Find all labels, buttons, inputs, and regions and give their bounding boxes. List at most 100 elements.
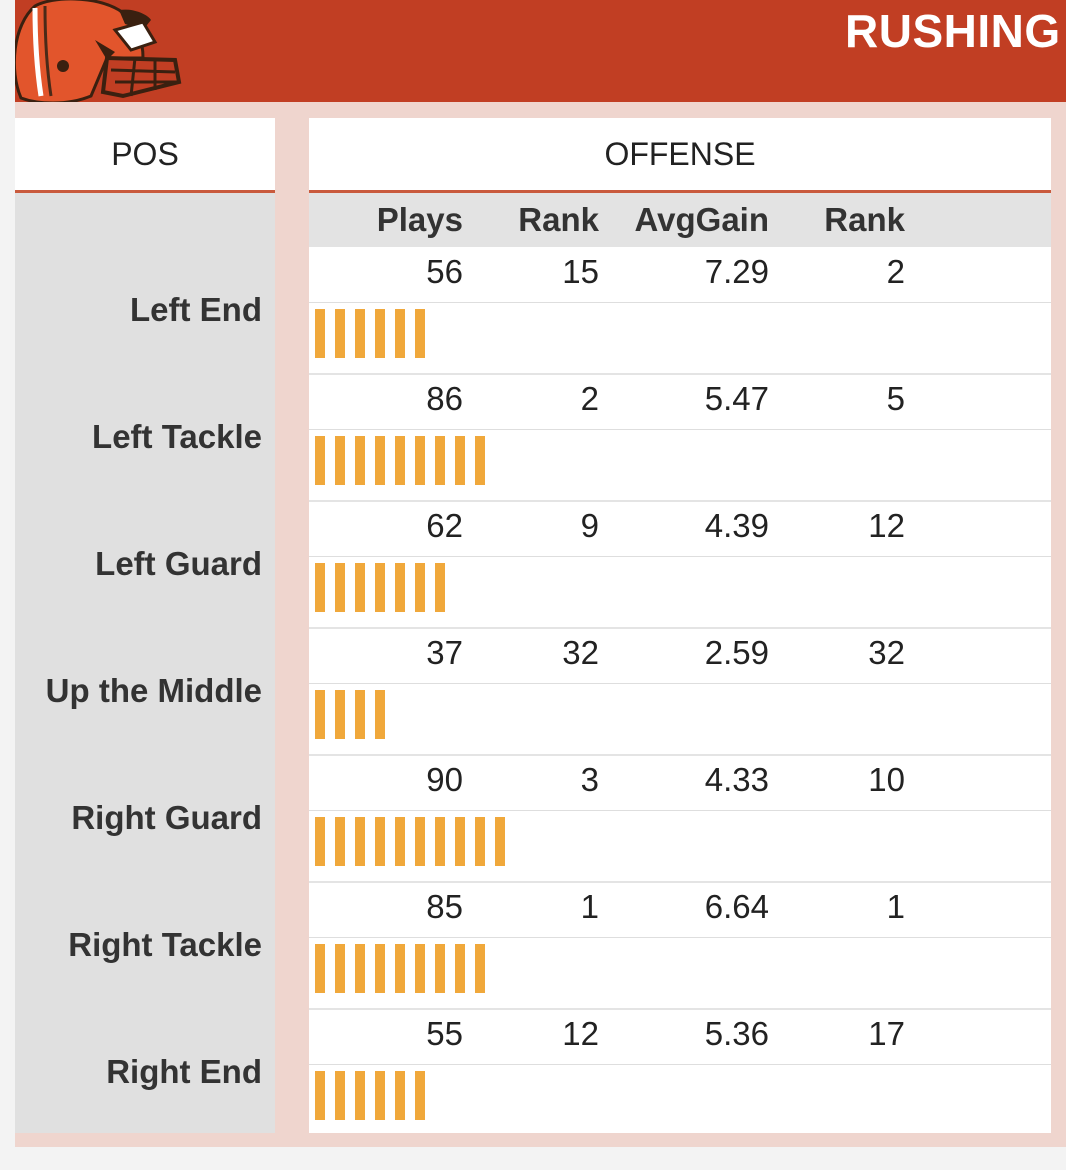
row-separator xyxy=(309,1008,1051,1010)
col-header-plays: Plays xyxy=(376,201,463,238)
plays-bar-segment xyxy=(435,817,445,866)
col-header-avg-rank: Rank xyxy=(824,201,905,238)
plays-bar-segment xyxy=(415,309,425,358)
avg-gain-cell: 7.29 xyxy=(704,253,769,290)
plays-bar-segment xyxy=(335,944,345,993)
plays-rank-cell: 2 xyxy=(580,380,599,417)
header-banner: RUSHING xyxy=(15,0,1066,102)
plays-cell: 62 xyxy=(426,507,463,544)
pos-label: Right Guard xyxy=(71,799,262,836)
plays-bar-segment xyxy=(395,944,405,993)
row-separator xyxy=(309,373,1051,375)
offense-table: Plays Rank AvgGain Rank 56 15 7.29 2 86 2 5.47… xyxy=(309,193,1051,1133)
plays-bar-segment xyxy=(415,563,425,612)
plays-bar-segment xyxy=(315,1071,325,1120)
row-separator xyxy=(309,500,1051,502)
avg-gain-cell: 4.33 xyxy=(704,761,769,798)
table-row: 62 9 4.39 12 xyxy=(309,501,1051,629)
plays-rank-cell: 9 xyxy=(580,507,599,544)
avg-rank-cell: 12 xyxy=(868,507,905,544)
plays-bar-segment xyxy=(375,1071,385,1120)
plays-bar-segment xyxy=(375,436,385,485)
row-divider xyxy=(309,810,1051,811)
plays-bar-segment xyxy=(395,563,405,612)
plays-bar-segment xyxy=(415,1071,425,1120)
plays-bar-segment xyxy=(335,1071,345,1120)
row-separator xyxy=(309,754,1051,756)
plays-bar-segment xyxy=(475,436,485,485)
offense-column-header: OFFENSE xyxy=(309,118,1051,193)
plays-bar-segment xyxy=(415,817,425,866)
plays-bar-segment xyxy=(355,563,365,612)
avg-rank-cell: 1 xyxy=(886,888,905,925)
pos-label: Up the Middle xyxy=(45,672,262,709)
plays-bar-segment xyxy=(495,817,505,866)
avg-rank-cell: 10 xyxy=(868,761,905,798)
avg-rank-cell: 2 xyxy=(886,253,905,290)
row-divider xyxy=(309,683,1051,684)
row-divider xyxy=(309,1064,1051,1065)
plays-bar-segment xyxy=(375,563,385,612)
avg-rank-cell: 32 xyxy=(868,634,905,671)
plays-bar-segment xyxy=(355,944,365,993)
row-separator xyxy=(309,881,1051,883)
rushing-panel: RUSHING POS Left End Left Tackle Left Guar… xyxy=(15,0,1066,1147)
avg-gain-cell: 2.59 xyxy=(704,634,769,671)
plays-cell: 86 xyxy=(426,380,463,417)
table-row: 85 1 6.64 1 xyxy=(309,882,1051,1010)
avg-gain-cell: 5.47 xyxy=(704,380,769,417)
plays-rank-cell: 12 xyxy=(562,1015,599,1052)
avg-rank-cell: 17 xyxy=(868,1015,905,1052)
plays-bar-segment xyxy=(475,817,485,866)
plays-bar-segment xyxy=(455,817,465,866)
plays-bar-segment xyxy=(335,817,345,866)
plays-bar-segment xyxy=(315,309,325,358)
pos-label: Right End xyxy=(106,1053,262,1090)
pos-label: Left Tackle xyxy=(92,418,262,455)
plays-bar-segment xyxy=(315,817,325,866)
table-row: 56 15 7.29 2 xyxy=(309,247,1051,375)
plays-bar-segment xyxy=(375,817,385,866)
plays-bar-segment xyxy=(315,436,325,485)
plays-bar-segment xyxy=(335,690,345,739)
pos-column-header: POS xyxy=(15,118,275,193)
plays-bar-segment xyxy=(375,944,385,993)
plays-bar-segment xyxy=(315,690,325,739)
plays-bar-segment xyxy=(455,944,465,993)
browns-helmet-icon xyxy=(15,0,182,102)
plays-rank-cell: 15 xyxy=(562,253,599,290)
plays-bar-segment xyxy=(395,1071,405,1120)
plays-bar-segment xyxy=(435,563,445,612)
row-divider xyxy=(309,556,1051,557)
row-divider xyxy=(309,302,1051,303)
plays-bar-segment xyxy=(415,436,425,485)
pos-label: Left End xyxy=(130,291,262,328)
plays-bar-segment xyxy=(395,309,405,358)
plays-bar-segment xyxy=(375,309,385,358)
plays-cell: 37 xyxy=(426,634,463,671)
plays-bar-segment xyxy=(335,309,345,358)
avg-gain-cell: 6.64 xyxy=(704,888,769,925)
avg-rank-cell: 5 xyxy=(886,380,905,417)
plays-bar-segment xyxy=(355,690,365,739)
plays-rank-cell: 1 xyxy=(580,888,599,925)
table-row: 86 2 5.47 5 xyxy=(309,374,1051,502)
plays-cell: 85 xyxy=(426,888,463,925)
plays-bar-segment xyxy=(435,436,445,485)
page-title: RUSHING xyxy=(845,5,1061,57)
plays-bar-segment xyxy=(395,817,405,866)
plays-bar-segment xyxy=(435,944,445,993)
plays-cell: 90 xyxy=(426,761,463,798)
plays-bar-segment xyxy=(375,690,385,739)
plays-bar-segment xyxy=(355,309,365,358)
plays-bar-segment xyxy=(315,563,325,612)
pos-label: Right Tackle xyxy=(68,926,262,963)
row-separator xyxy=(309,627,1051,629)
column-header-row: Plays Rank AvgGain Rank xyxy=(309,193,1051,247)
pos-label: Left Guard xyxy=(95,545,262,582)
plays-bar-segment xyxy=(355,1071,365,1120)
col-header-avggain: AvgGain xyxy=(634,201,769,238)
pos-column: Left End Left Tackle Left Guard Up the Midd… xyxy=(15,193,275,1133)
plays-bar-segment xyxy=(395,436,405,485)
plays-bar-segment xyxy=(475,944,485,993)
